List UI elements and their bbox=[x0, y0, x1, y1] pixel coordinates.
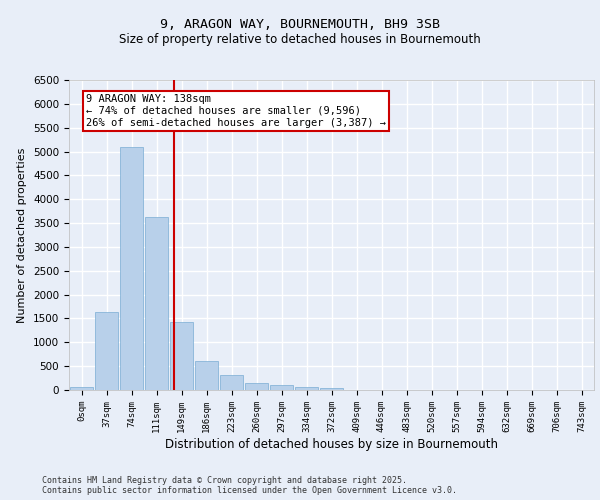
Bar bbox=[269, 385, 293, 390]
Bar bbox=[70, 387, 94, 390]
Bar bbox=[95, 312, 118, 390]
Text: 9, ARAGON WAY, BOURNEMOUTH, BH9 3SB: 9, ARAGON WAY, BOURNEMOUTH, BH9 3SB bbox=[160, 18, 440, 30]
Bar bbox=[194, 362, 218, 390]
X-axis label: Distribution of detached houses by size in Bournemouth: Distribution of detached houses by size … bbox=[165, 438, 498, 450]
Bar bbox=[245, 382, 268, 390]
Text: 9 ARAGON WAY: 138sqm
← 74% of detached houses are smaller (9,596)
26% of semi-de: 9 ARAGON WAY: 138sqm ← 74% of detached h… bbox=[86, 94, 386, 128]
Text: Contains HM Land Registry data © Crown copyright and database right 2025.
Contai: Contains HM Land Registry data © Crown c… bbox=[42, 476, 457, 495]
Y-axis label: Number of detached properties: Number of detached properties bbox=[17, 148, 28, 322]
Bar bbox=[170, 322, 193, 390]
Text: Size of property relative to detached houses in Bournemouth: Size of property relative to detached ho… bbox=[119, 32, 481, 46]
Bar bbox=[320, 388, 343, 390]
Bar bbox=[220, 375, 244, 390]
Bar bbox=[145, 218, 169, 390]
Bar bbox=[119, 147, 143, 390]
Bar bbox=[295, 386, 319, 390]
